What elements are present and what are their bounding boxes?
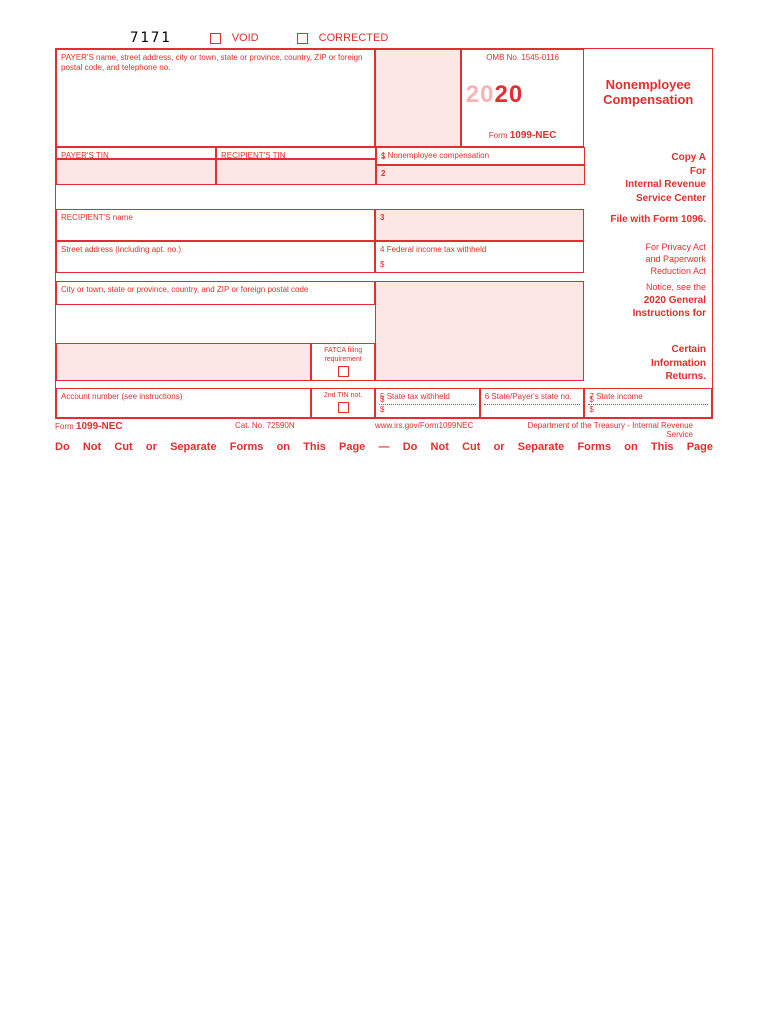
second-tin-label: 2nd TIN not.	[324, 392, 362, 399]
omb-year-box: OMB No. 1545-0116 2020 Form 1099-NEC	[461, 49, 585, 147]
payer-tin-field[interactable]	[56, 159, 216, 185]
payer-instructions: PAYER'S name, street address, city or to…	[61, 53, 363, 72]
street-label: Street address (including apt. no.)	[61, 245, 181, 254]
privacy-block-2: Notice, see the 2020 General Instruction…	[584, 281, 712, 343]
recipient-tin-label: RECIPIENT'S TIN	[216, 147, 376, 159]
recipient-tin-field[interactable]	[216, 159, 376, 185]
privacy-block-3: Certain Information Returns.	[584, 343, 712, 388]
tax-year: 2020	[466, 81, 580, 110]
fatca-label-2: requirement	[324, 356, 361, 363]
blank-pink-mid	[375, 281, 584, 343]
box-2[interactable]: 2	[376, 165, 585, 185]
second-tin-box[interactable]: 2nd TIN not.	[311, 388, 375, 418]
corrected-label: CORRECTED	[319, 32, 389, 44]
footer-info: Form 1099-NEC Cat. No. 72590N www.irs.go…	[55, 421, 713, 439]
box-1-label: 1 Nonemployee compensation	[381, 151, 489, 160]
do-not-cut-warning: Do Not Cut or Separate Forms on This Pag…	[55, 441, 713, 453]
box-7-label: 7 State income	[589, 392, 642, 401]
blank-pink-mid-2	[375, 343, 584, 381]
form-1099-nec: PAYER'S name, street address, city or to…	[55, 48, 713, 419]
city-label: City or town, state or province, country…	[61, 285, 308, 294]
footer-cat-no: Cat. No. 72590N	[235, 421, 375, 439]
form-title: Nonemployee Compensation	[584, 49, 712, 147]
fatca-label-1: FATCA filing	[324, 347, 362, 354]
form-number-top: 7171	[130, 30, 172, 46]
dollar-7a: $	[589, 395, 593, 405]
box-4-label: 4 Federal income tax withheld	[380, 245, 486, 254]
payer-info-box[interactable]: PAYER'S name, street address, city or to…	[56, 49, 375, 147]
street-address-box[interactable]: Street address (including apt. no.)	[56, 241, 375, 273]
dollar-5a: $	[380, 395, 384, 405]
box-4[interactable]: 4 Federal income tax withheld $	[375, 241, 584, 273]
blank-pink-top	[375, 49, 461, 147]
box-7[interactable]: 7 State income $ $	[584, 388, 712, 418]
recipient-name-label: RECIPIENT'S name	[61, 213, 133, 222]
box-3[interactable]: 3	[375, 209, 584, 241]
box-1[interactable]: 1 Nonemployee compensation $	[376, 147, 585, 165]
void-label: VOID	[232, 32, 259, 44]
box-6[interactable]: 6 State/Payer's state no.	[480, 388, 585, 418]
void-checkbox[interactable]	[210, 33, 221, 44]
dollar-4: $	[380, 260, 384, 270]
account-number-box[interactable]: Account number (see instructions)	[56, 388, 311, 418]
dollar-5b: $	[380, 405, 384, 415]
fatca-checkbox[interactable]	[338, 366, 349, 377]
blank-pink-left	[56, 343, 311, 381]
city-box[interactable]: City or town, state or province, country…	[56, 281, 375, 305]
payer-tin-label: PAYER'S TIN	[56, 147, 216, 159]
file-with-block: File with Form 1096.	[584, 209, 712, 241]
footer-url: www.irs.gov/Form1099NEC	[375, 421, 515, 439]
top-checkbox-row: 7171 VOID CORRECTED	[55, 30, 713, 46]
copy-a-block: Copy A For Internal Revenue Service Cent…	[585, 147, 712, 209]
box-3-label: 3	[380, 213, 384, 222]
footer-dept: Department of the Treasury - Internal Re…	[515, 421, 713, 439]
box-2-label: 2	[381, 169, 385, 178]
omb-number: OMB No. 1545-0116	[466, 53, 580, 63]
form-name-inline: Form 1099-NEC	[462, 130, 584, 142]
fatca-box[interactable]: FATCA filing requirement	[311, 343, 375, 381]
footer-form-name: Form 1099-NEC	[55, 421, 235, 439]
privacy-block-1: For Privacy Act and Paperwork Reduction …	[584, 241, 712, 281]
corrected-checkbox[interactable]	[297, 33, 308, 44]
box-5[interactable]: 5 State tax withheld $ $	[375, 388, 480, 418]
box-6-label: 6 State/Payer's state no.	[485, 392, 572, 401]
dollar-1: $	[381, 152, 385, 162]
account-label: Account number (see instructions)	[61, 392, 182, 401]
second-tin-checkbox[interactable]	[338, 402, 349, 413]
box-5-label: 5 State tax withheld	[380, 392, 450, 401]
dollar-7b: $	[589, 405, 593, 415]
recipient-name-box[interactable]: RECIPIENT'S name	[56, 209, 375, 241]
